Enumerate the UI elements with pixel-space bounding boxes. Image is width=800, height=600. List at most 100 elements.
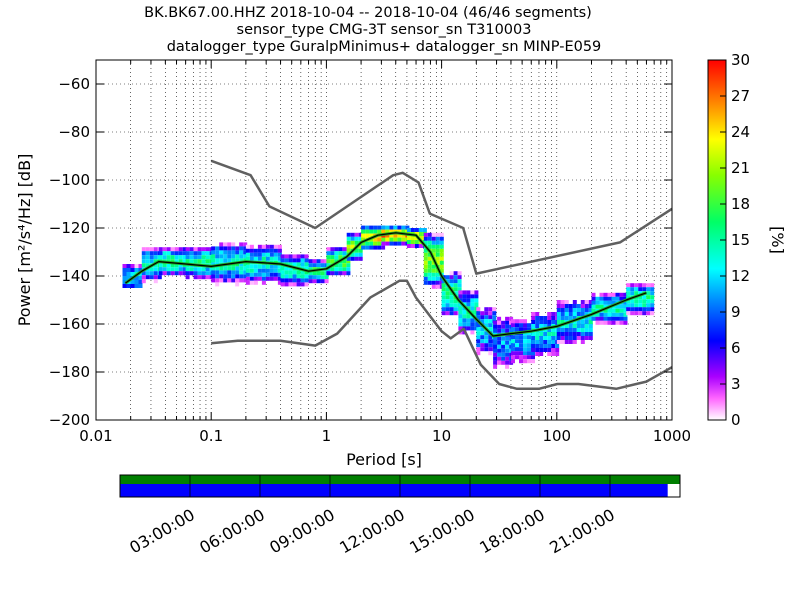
density-cell (296, 274, 301, 279)
density-cell (174, 259, 179, 264)
density-cell (253, 264, 258, 269)
density-cell (201, 267, 206, 272)
density-cell (484, 335, 489, 340)
density-cell (330, 247, 335, 252)
density-cell (584, 324, 589, 328)
density-cell (449, 279, 454, 284)
density-cell (257, 276, 262, 281)
density-cell (257, 244, 262, 249)
density-cell (493, 340, 498, 345)
density-cell (551, 328, 556, 332)
density-cell (149, 247, 154, 252)
density-cell (615, 292, 620, 297)
density-cell (231, 278, 236, 283)
density-cell (350, 256, 355, 261)
density-cell (560, 340, 565, 344)
density-cell (269, 268, 274, 273)
density-cell (626, 303, 631, 308)
density-cell (381, 245, 386, 250)
density-cell (493, 356, 498, 361)
density-cell (488, 323, 493, 328)
density-cell (588, 308, 593, 312)
density-cell (543, 348, 548, 352)
density-cell (646, 283, 651, 288)
density-cell (642, 303, 647, 308)
density-cell (476, 343, 481, 348)
density-cell (231, 258, 236, 263)
density-cell (619, 304, 624, 309)
density-cell (531, 324, 536, 328)
density-cell (122, 280, 127, 284)
density-cell (564, 304, 569, 308)
density-cell (138, 280, 143, 284)
density-cell (515, 323, 519, 328)
density-cell (427, 240, 432, 245)
density-cell (215, 258, 220, 263)
density-cell (350, 244, 355, 249)
density-cell (223, 270, 228, 275)
density-cell (205, 267, 210, 272)
density-cell (145, 251, 150, 256)
density-cell (523, 335, 527, 340)
density-cell (185, 267, 190, 272)
density-cell (476, 331, 481, 336)
density-cell (584, 332, 589, 336)
density-cell (243, 246, 248, 251)
density-cell (611, 300, 616, 305)
density-cell (300, 258, 305, 263)
density-cell (531, 348, 536, 352)
density-cell (523, 343, 527, 348)
density-cell (182, 267, 187, 272)
density-cell (564, 340, 569, 344)
density-cell (650, 311, 655, 316)
density-cell (527, 359, 531, 364)
density-cell (431, 264, 436, 269)
density-cell (406, 240, 411, 244)
density-cell (223, 258, 228, 263)
x-tick-label: 1 (322, 427, 332, 445)
density-cell (350, 236, 355, 241)
density-cell (568, 340, 573, 344)
density-cell (480, 331, 485, 336)
density-cell (595, 320, 600, 325)
density-cell (300, 282, 305, 287)
density-cell (599, 312, 604, 317)
density-cell (599, 316, 604, 321)
density-cell (330, 271, 335, 276)
density-cell (431, 232, 436, 237)
density-cell (493, 324, 498, 329)
density-cell (476, 307, 481, 312)
density-cell (439, 260, 444, 265)
density-cell (638, 295, 643, 300)
density-cell (219, 258, 224, 263)
density-cell (515, 327, 519, 332)
density-cell (273, 272, 278, 277)
density-cell (253, 256, 258, 261)
density-cell (235, 250, 240, 255)
density-cell (385, 241, 390, 246)
density-cell (435, 280, 440, 285)
density-cell (543, 320, 548, 324)
density-cell (466, 298, 471, 303)
density-cell (153, 275, 158, 280)
density-cell (607, 316, 612, 321)
density-cell (288, 282, 293, 287)
density-cell (564, 324, 569, 328)
density-cell (393, 241, 398, 246)
density-cell (535, 324, 540, 328)
density-cell (261, 272, 266, 277)
density-cell (219, 278, 224, 283)
density-cell (231, 266, 236, 271)
density-cell (519, 343, 523, 348)
density-cell (484, 319, 489, 324)
density-cell (174, 255, 179, 260)
density-cell (373, 245, 378, 250)
density-cell (523, 351, 527, 356)
density-cell (527, 351, 531, 356)
density-cell (591, 304, 596, 309)
density-cell (493, 328, 498, 333)
density-cell (308, 275, 313, 280)
density-cell (576, 320, 581, 324)
density-cell (138, 276, 143, 280)
density-cell (572, 324, 577, 328)
